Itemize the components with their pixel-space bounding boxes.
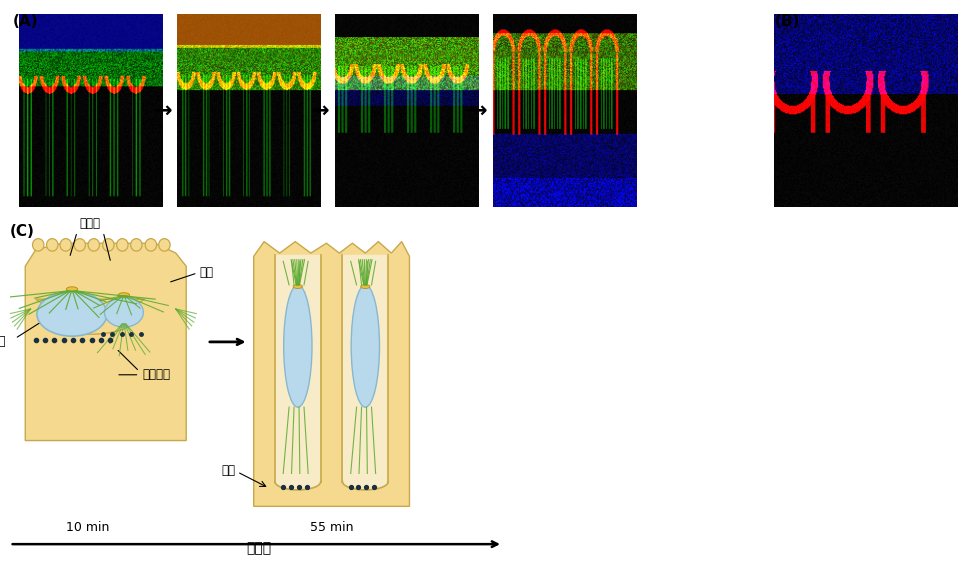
Text: 액틴: 액틴 <box>222 464 235 477</box>
Ellipse shape <box>116 239 128 251</box>
Text: →: → <box>153 100 172 121</box>
Ellipse shape <box>105 298 143 327</box>
Text: (A): (A) <box>13 14 38 29</box>
Ellipse shape <box>75 239 85 251</box>
Ellipse shape <box>88 239 100 251</box>
Ellipse shape <box>361 285 370 289</box>
Polygon shape <box>25 243 186 441</box>
Text: 55 min: 55 min <box>310 521 353 534</box>
Ellipse shape <box>131 239 142 251</box>
Ellipse shape <box>33 239 44 251</box>
Text: 중심체: 중심체 <box>79 217 101 230</box>
Polygon shape <box>254 242 409 506</box>
Ellipse shape <box>66 287 77 292</box>
Text: 핵: 핵 <box>0 336 5 348</box>
Ellipse shape <box>159 239 170 251</box>
Ellipse shape <box>37 292 107 336</box>
Ellipse shape <box>145 239 157 251</box>
Ellipse shape <box>118 293 130 298</box>
Text: (C): (C) <box>10 224 35 239</box>
Text: 미세소관: 미세소관 <box>142 369 170 381</box>
Ellipse shape <box>351 285 379 407</box>
Ellipse shape <box>103 239 114 251</box>
Polygon shape <box>36 299 144 334</box>
Text: →: → <box>311 100 330 121</box>
Ellipse shape <box>293 285 303 289</box>
Ellipse shape <box>284 285 312 407</box>
Text: 세포화: 세포화 <box>246 541 271 555</box>
Text: →: → <box>469 100 488 121</box>
Text: (B): (B) <box>774 14 800 29</box>
Polygon shape <box>275 255 320 490</box>
Polygon shape <box>343 255 388 490</box>
Text: 10 min: 10 min <box>66 521 109 534</box>
Text: 액틴: 액틴 <box>199 266 213 280</box>
Ellipse shape <box>46 239 58 251</box>
Ellipse shape <box>60 239 72 251</box>
